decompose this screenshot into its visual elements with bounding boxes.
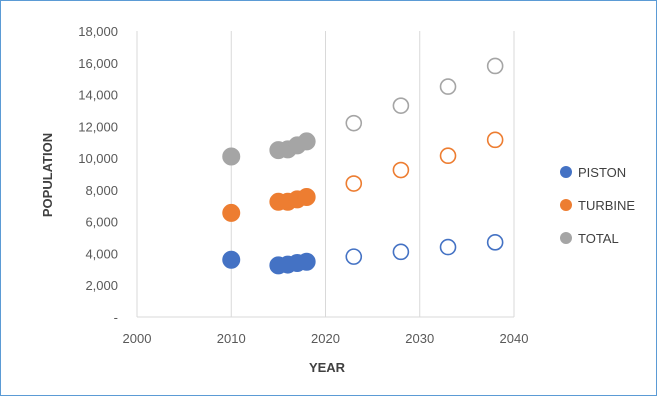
turbine-point-forecast [486, 131, 504, 149]
legend-marker-total [560, 232, 572, 244]
y-tick-label: 12,000 [78, 119, 118, 134]
y-tick-label: 2,000 [85, 278, 118, 293]
x-tick-label: 2040 [500, 331, 529, 346]
piston-point-actual [297, 252, 316, 271]
y-tick-label: 10,000 [78, 151, 118, 166]
y-tick-label: - [114, 310, 118, 325]
piston-point-actual [222, 250, 241, 269]
total-point-forecast [345, 114, 363, 132]
piston-point-forecast [392, 243, 410, 261]
y-tick-label: 18,000 [78, 24, 118, 39]
turbine-point-forecast [392, 161, 410, 179]
total-point-actual [222, 147, 241, 166]
x-axis-title: YEAR [309, 360, 346, 375]
legend: PISTON TURBINE TOTAL [560, 165, 635, 246]
y-tick-label: 16,000 [78, 56, 118, 71]
legend-label-total: TOTAL [578, 231, 619, 246]
y-axis-ticks: - 2,000 4,000 6,000 8,000 10,000 12,000 14,000 1… [78, 24, 118, 325]
legend-marker-turbine [560, 199, 572, 211]
y-tick-label: 8,000 [85, 183, 118, 198]
x-tick-label: 2030 [405, 331, 434, 346]
turbine-point-forecast [439, 147, 457, 165]
x-axis-ticks: 2000 2010 2020 2030 2040 [123, 331, 529, 346]
piston-point-forecast [486, 234, 504, 251]
y-tick-label: 4,000 [85, 246, 118, 261]
total-point-forecast [486, 57, 504, 75]
y-tick-label: 14,000 [78, 88, 118, 103]
total-point-actual [297, 132, 316, 151]
data-points [222, 57, 504, 275]
piston-point-forecast [345, 248, 363, 265]
total-point-forecast [392, 97, 410, 114]
x-tick-label: 2020 [311, 331, 340, 346]
grid-lines [136, 31, 515, 317]
x-tick-label: 2010 [217, 331, 246, 346]
legend-marker-piston [560, 166, 572, 178]
turbine-point-actual [222, 203, 241, 222]
total-point-forecast [439, 78, 457, 95]
piston-point-forecast [439, 238, 457, 256]
x-tick-label: 2000 [123, 331, 152, 346]
turbine-point-forecast [345, 175, 363, 192]
y-axis-title: POPULATION [40, 133, 55, 217]
legend-label-turbine: TURBINE [578, 198, 635, 213]
legend-label-piston: PISTON [578, 165, 626, 180]
turbine-point-actual [297, 188, 316, 207]
y-tick-label: 6,000 [85, 215, 118, 230]
